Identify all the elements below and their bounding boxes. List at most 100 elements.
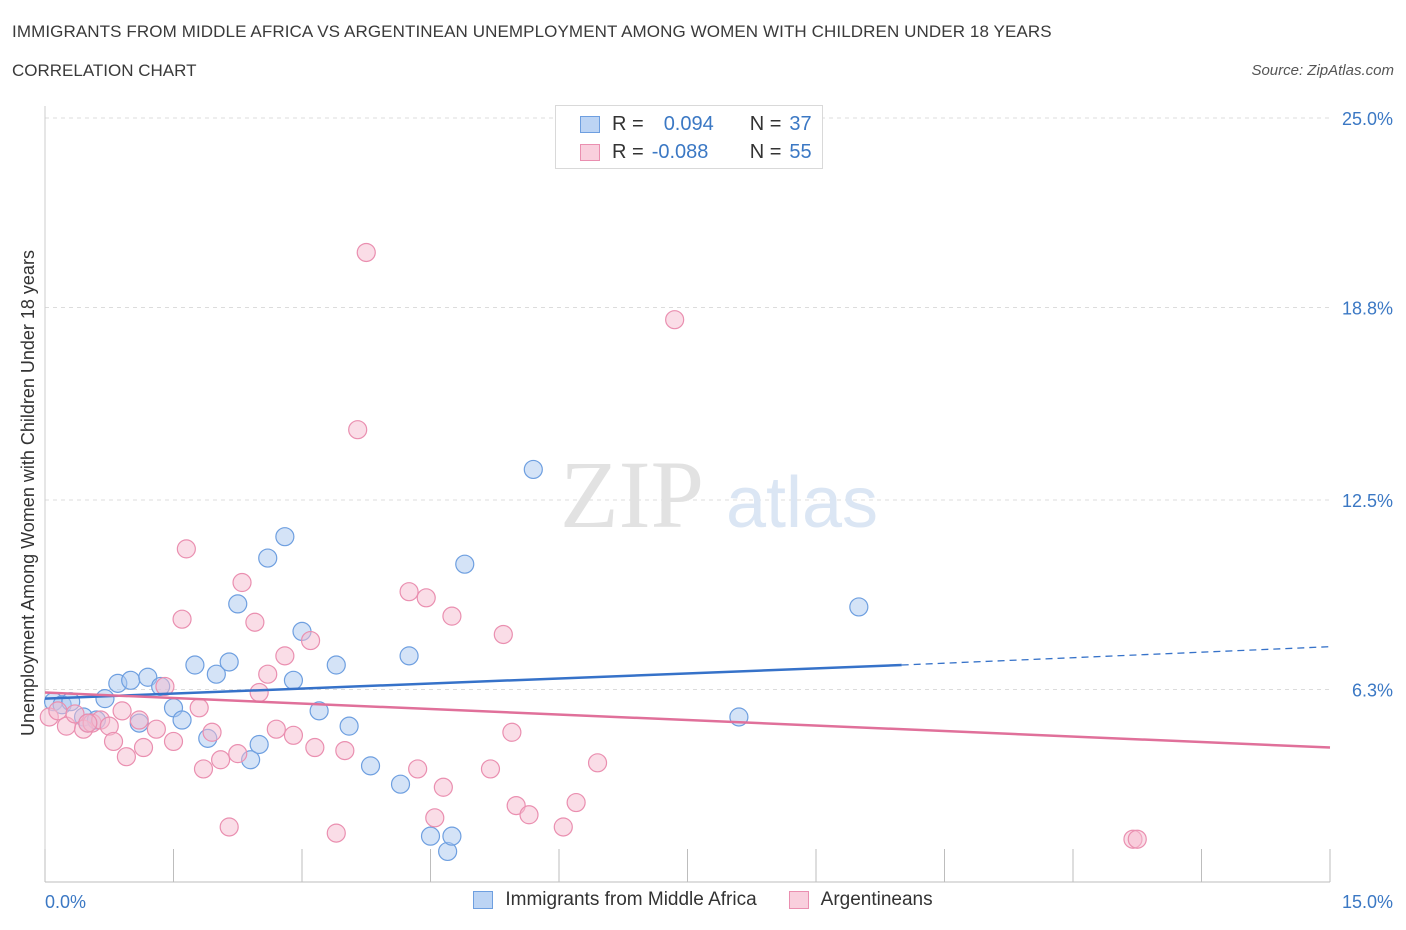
point-argentinean	[300, 630, 321, 651]
point-argentinean	[189, 698, 209, 718]
point-argentinean	[587, 753, 608, 773]
point-argentinean	[553, 817, 573, 837]
point-middle-africa	[95, 689, 115, 709]
point-argentinean	[408, 759, 428, 779]
point-middle-africa	[249, 734, 269, 755]
point-argentinean	[116, 747, 136, 767]
point-middle-africa	[399, 646, 419, 666]
y-tick-label: 12.5%	[1342, 491, 1393, 511]
point-argentinean	[519, 805, 539, 825]
point-middle-africa	[121, 670, 141, 690]
point-argentinean	[416, 588, 436, 608]
y-axis-label: Unemployment Among Women with Children U…	[18, 250, 38, 736]
point-argentinean	[202, 722, 222, 742]
point-argentinean	[480, 759, 501, 779]
point-middle-africa	[185, 655, 205, 675]
point-middle-africa	[455, 554, 475, 574]
legend-r-value: -0.088	[651, 140, 709, 163]
point-middle-africa	[390, 774, 411, 794]
point-argentinean	[399, 582, 419, 602]
series-legend-argentineans: Argentineans	[788, 889, 933, 911]
point-middle-africa	[360, 756, 381, 776]
series-label-argentineans: Argentineans	[820, 889, 933, 910]
legend-n-value: 37	[789, 112, 812, 135]
legend-n-value: 55	[789, 140, 812, 163]
point-argentinean	[112, 701, 132, 721]
point-middle-africa	[309, 701, 329, 721]
trend-line-argentineans	[44, 691, 1331, 749]
point-argentinean	[425, 808, 445, 828]
point-argentinean	[356, 242, 376, 263]
point-argentinean	[442, 606, 462, 626]
point-argentinean	[193, 759, 214, 779]
point-middle-africa	[258, 548, 278, 568]
legend-swatch-blue	[580, 115, 600, 133]
point-argentinean	[433, 777, 453, 797]
point-argentinean	[665, 310, 685, 330]
y-tick-label: 18.8%	[1342, 298, 1393, 318]
point-middle-africa	[326, 655, 346, 675]
legend-r-label: R =	[612, 112, 644, 135]
point-middle-africa	[206, 664, 226, 684]
point-argentinean	[228, 744, 248, 764]
point-middle-africa	[339, 716, 359, 736]
point-argentinean	[245, 612, 265, 632]
point-argentinean	[219, 817, 239, 837]
source-credit: Source: ZipAtlas.com	[1251, 62, 1394, 79]
point-middle-africa	[228, 594, 248, 614]
point-argentinean	[103, 731, 124, 752]
point-middle-africa	[219, 652, 239, 672]
point-middle-africa	[523, 459, 543, 480]
legend-r-label: R =	[612, 140, 644, 163]
point-middle-africa	[849, 597, 869, 617]
tick-labels: 6.3% 12.5% 18.8% 25.0% 0.0% 15.0%	[45, 109, 1393, 912]
axes	[44, 106, 1331, 883]
legend-n-label: N =	[749, 140, 782, 163]
point-middle-africa	[442, 826, 462, 846]
point-middle-africa	[283, 670, 304, 690]
point-argentinean	[133, 737, 154, 758]
trend-lines	[44, 646, 1331, 749]
chart-subtitle: CORRELATION CHART	[12, 61, 197, 80]
point-argentinean	[493, 624, 513, 645]
point-middle-africa	[172, 710, 192, 730]
point-argentinean	[335, 740, 355, 761]
series-label-middle-africa: Immigrants from Middle Africa	[505, 889, 757, 910]
point-argentinean	[129, 710, 149, 730]
point-middle-africa	[275, 527, 295, 547]
series-legend-middle-africa: Immigrants from Middle Africa	[473, 889, 757, 911]
x-tick-label: 15.0%	[1342, 892, 1393, 912]
trend-line-middle-africa	[44, 663, 902, 700]
chart-title: IMMIGRANTS FROM MIDDLE AFRICA VS ARGENTI…	[12, 22, 1052, 41]
legend-n-label: N =	[749, 112, 782, 135]
legend-row-middle-africa: R = 0.094 N = 37	[580, 112, 812, 136]
point-argentinean	[176, 539, 196, 559]
legend-swatch-pink	[580, 143, 600, 161]
point-argentinean	[283, 725, 304, 745]
point-argentinean	[566, 792, 586, 813]
data-points	[39, 242, 1147, 862]
trend-line-extension	[901, 646, 1331, 666]
point-argentinean	[266, 719, 286, 739]
watermark-atlas: atlas	[726, 463, 878, 543]
legend-row-argentineans: R = -0.088 N = 55	[580, 140, 812, 164]
point-argentinean	[305, 737, 325, 758]
y-tick-label: 25.0%	[1342, 109, 1393, 129]
watermark-zip: ZIP	[560, 441, 704, 548]
series-swatch-blue	[473, 891, 494, 909]
point-argentinean	[326, 823, 346, 843]
series-swatch-pink	[788, 891, 809, 909]
point-argentinean	[163, 731, 184, 752]
point-argentinean	[502, 722, 522, 742]
point-argentinean	[78, 713, 98, 733]
point-argentinean	[146, 719, 166, 739]
point-argentinean	[275, 646, 295, 666]
point-argentinean	[211, 750, 231, 770]
point-argentinean	[258, 664, 278, 684]
legend-r-value: 0.094	[663, 112, 714, 135]
point-argentinean	[1127, 829, 1147, 849]
point-argentinean	[348, 420, 368, 440]
correlation-legend: R = 0.094 N = 37 R = -0.088 N = 55	[555, 105, 823, 169]
series-legend: Immigrants from Middle Africa Argentinea…	[0, 889, 1406, 911]
